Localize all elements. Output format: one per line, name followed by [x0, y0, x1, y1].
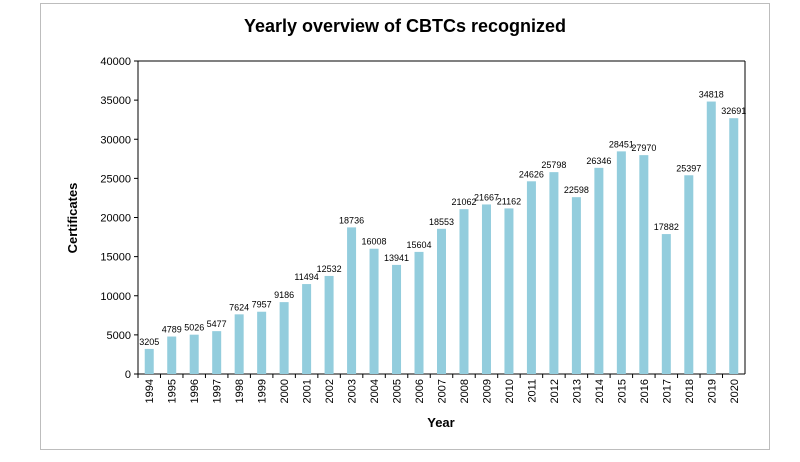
- bar: [392, 264, 402, 374]
- bar: [706, 101, 716, 375]
- data-label: 24626: [519, 169, 544, 179]
- data-label: 21162: [497, 196, 521, 206]
- data-label: 7957: [252, 300, 272, 310]
- x-tick-label: 2014: [594, 379, 606, 403]
- data-label: 26346: [586, 156, 611, 166]
- data-label: 9186: [274, 290, 294, 300]
- x-axis-title: Year: [427, 415, 454, 430]
- bar: [729, 118, 739, 374]
- data-label: 18553: [429, 217, 454, 227]
- x-tick-label: 1997: [212, 379, 224, 403]
- x-tick-label: 2005: [392, 379, 404, 403]
- bar: [144, 348, 154, 374]
- y-tick-label: 30000: [100, 134, 131, 146]
- bar: [684, 175, 694, 374]
- bar: [302, 284, 312, 374]
- data-label: 21062: [451, 197, 476, 207]
- x-tick-label: 2009: [481, 379, 493, 403]
- data-label: 22598: [564, 185, 589, 195]
- plot-area: 0 5000 10000 15000 20000 25000 30000 35000 40000…: [100, 56, 746, 403]
- data-label: 34818: [699, 90, 724, 100]
- x-tick-label: 2010: [504, 379, 516, 403]
- data-label: 25397: [676, 163, 701, 173]
- x-tick-label: 1998: [234, 379, 246, 403]
- data-label: 16008: [362, 237, 387, 247]
- y-tick-label: 5000: [107, 330, 131, 342]
- y-axis-title: Certificates: [65, 183, 80, 254]
- data-label: 27970: [631, 143, 656, 153]
- y-tick-label: 35000: [100, 95, 131, 107]
- bar: [616, 151, 626, 374]
- data-label: 7624: [229, 302, 249, 312]
- data-label: 21667: [474, 192, 499, 202]
- bar: [257, 311, 267, 374]
- x-tick-label: 1996: [189, 379, 201, 403]
- data-label: 5477: [207, 319, 227, 329]
- bar: [594, 167, 604, 374]
- bar: [639, 155, 649, 374]
- data-label: 11494: [294, 272, 318, 282]
- bar: [189, 334, 199, 374]
- data-label: 3205: [139, 337, 159, 347]
- bar: [414, 251, 424, 374]
- x-tick-label: 2018: [684, 379, 696, 403]
- data-label: 12532: [317, 264, 342, 274]
- x-tick-label: 2000: [279, 379, 291, 403]
- x-tick-label: 2004: [369, 379, 381, 403]
- x-tick-label: 2013: [571, 379, 583, 403]
- x-tick-label: 1994: [144, 379, 156, 403]
- y-tick-label: 20000: [100, 213, 131, 225]
- x-tick-label: 2019: [706, 379, 718, 403]
- y-tick-label: 40000: [100, 56, 131, 68]
- y-tick-label: 10000: [100, 291, 131, 303]
- y-tick-label: 25000: [100, 173, 131, 185]
- x-tick-label: 2007: [437, 379, 449, 403]
- data-label: 13941: [384, 253, 409, 263]
- x-tick-label: 2002: [324, 379, 336, 403]
- data-label: 32691: [721, 106, 746, 116]
- data-label: 17882: [654, 222, 679, 232]
- x-tick-label: 1999: [257, 379, 269, 403]
- x-tick-label: 2012: [549, 379, 561, 403]
- bar: [526, 181, 536, 374]
- x-tick-label: 2011: [526, 379, 538, 403]
- data-label: 5026: [184, 323, 204, 333]
- bar: [661, 234, 671, 374]
- bar: [369, 248, 379, 374]
- bar: [279, 302, 289, 374]
- x-tick-label: 2008: [459, 379, 471, 403]
- x-tick-label: 2003: [347, 379, 359, 403]
- bar: [347, 227, 357, 374]
- y-tick-label: 15000: [100, 252, 131, 264]
- bar: [549, 172, 559, 374]
- bar: [212, 331, 222, 374]
- x-tick-label: 2015: [616, 379, 628, 403]
- bar: [504, 208, 514, 374]
- x-tick-label: 2017: [661, 379, 673, 403]
- y-tick-label: 0: [125, 369, 131, 381]
- x-tick-label: 2016: [639, 379, 651, 403]
- bar: [459, 209, 469, 374]
- bar: [234, 314, 244, 374]
- data-label: 18736: [339, 215, 364, 225]
- bar: [437, 228, 446, 374]
- x-tick-label: 2006: [414, 379, 426, 403]
- data-label: 15604: [407, 240, 432, 250]
- bar: [167, 336, 177, 374]
- bar: [481, 204, 491, 374]
- x-tick-label: 1995: [167, 379, 179, 403]
- chart-title: Yearly overview of CBTCs recognized: [244, 16, 566, 36]
- bar: [571, 197, 581, 374]
- data-label: 4789: [162, 325, 182, 335]
- bar: [324, 275, 334, 374]
- x-tick-label: 2001: [302, 379, 314, 403]
- data-label: 25798: [541, 160, 566, 170]
- data-label: 28451: [609, 139, 634, 149]
- x-tick-label: 2020: [729, 379, 741, 403]
